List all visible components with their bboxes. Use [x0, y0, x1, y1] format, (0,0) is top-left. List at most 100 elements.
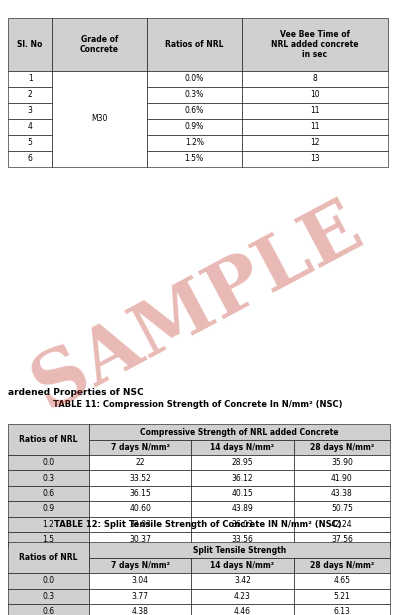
- Bar: [8, 532, 89, 547]
- Text: TABLE 12: Split Tensile Strength of Concrete IN N/mm² (NSC): TABLE 12: Split Tensile Strength of Conc…: [54, 520, 342, 529]
- Bar: [8, 573, 89, 589]
- Text: 1: 1: [28, 74, 32, 83]
- Bar: [8, 151, 52, 167]
- Bar: [191, 486, 294, 501]
- Text: 30.37: 30.37: [129, 535, 151, 544]
- Bar: [294, 604, 390, 615]
- Text: Compressive Strength of NRL added Concrete: Compressive Strength of NRL added Concre…: [140, 427, 339, 437]
- Bar: [147, 119, 242, 135]
- Bar: [8, 470, 89, 486]
- Bar: [89, 501, 191, 517]
- Text: 11: 11: [310, 106, 320, 115]
- Text: 4.23: 4.23: [234, 592, 251, 601]
- Bar: [8, 424, 89, 455]
- Bar: [89, 532, 191, 547]
- Bar: [147, 87, 242, 103]
- Text: 4.46: 4.46: [234, 607, 251, 615]
- Bar: [242, 135, 388, 151]
- Text: 0.9: 0.9: [42, 504, 55, 514]
- Text: 13: 13: [310, 154, 320, 163]
- Bar: [242, 71, 388, 87]
- Text: 43.89: 43.89: [232, 504, 253, 514]
- Bar: [147, 18, 242, 71]
- Bar: [294, 558, 390, 573]
- Text: 33.03: 33.03: [129, 520, 151, 529]
- Text: 28 days N/mm²: 28 days N/mm²: [310, 561, 374, 570]
- Bar: [191, 604, 294, 615]
- Text: 2: 2: [28, 90, 32, 99]
- Bar: [191, 517, 294, 532]
- Bar: [294, 517, 390, 532]
- Text: 12: 12: [310, 138, 320, 147]
- Bar: [52, 71, 147, 167]
- Bar: [191, 501, 294, 517]
- Text: Ratios of NRL: Ratios of NRL: [165, 40, 223, 49]
- Bar: [89, 440, 191, 455]
- Bar: [8, 486, 89, 501]
- Text: SAMPLE: SAMPLE: [21, 191, 375, 424]
- Text: 3: 3: [28, 106, 32, 115]
- Text: 3.42: 3.42: [234, 576, 251, 585]
- Text: 7 days N/mm²: 7 days N/mm²: [110, 443, 169, 452]
- Bar: [8, 103, 52, 119]
- Bar: [191, 532, 294, 547]
- Text: 0.6%: 0.6%: [185, 106, 204, 115]
- Text: 0.0%: 0.0%: [185, 74, 204, 83]
- Text: 3.77: 3.77: [131, 592, 148, 601]
- Bar: [8, 18, 52, 71]
- Bar: [147, 71, 242, 87]
- Bar: [8, 589, 89, 604]
- Bar: [8, 604, 89, 615]
- Bar: [8, 135, 52, 151]
- Text: 6.13: 6.13: [333, 607, 350, 615]
- Bar: [89, 486, 191, 501]
- Bar: [191, 589, 294, 604]
- Text: 1.5: 1.5: [42, 535, 55, 544]
- Text: 0.3%: 0.3%: [185, 90, 204, 99]
- Text: ardened Properties of NSC: ardened Properties of NSC: [8, 387, 143, 397]
- Text: 22: 22: [135, 458, 145, 467]
- Text: 28.95: 28.95: [232, 458, 253, 467]
- Bar: [89, 470, 191, 486]
- Bar: [147, 151, 242, 167]
- Text: 4: 4: [28, 122, 32, 131]
- Text: 33.52: 33.52: [129, 474, 151, 483]
- Text: 5.21: 5.21: [333, 592, 350, 601]
- Bar: [191, 455, 294, 470]
- Text: 36.03: 36.03: [232, 520, 253, 529]
- Bar: [89, 604, 191, 615]
- Text: 14 days N/mm²: 14 days N/mm²: [210, 561, 274, 570]
- Bar: [242, 119, 388, 135]
- Bar: [8, 455, 89, 470]
- Bar: [294, 455, 390, 470]
- Bar: [8, 542, 89, 573]
- Text: 36.12: 36.12: [232, 474, 253, 483]
- Text: Ratios of NRL: Ratios of NRL: [19, 554, 78, 562]
- Text: 40.15: 40.15: [232, 489, 253, 498]
- Text: 43.38: 43.38: [331, 489, 353, 498]
- Bar: [147, 103, 242, 119]
- Text: 10: 10: [310, 90, 320, 99]
- Bar: [8, 119, 52, 135]
- Text: 6: 6: [28, 154, 32, 163]
- Bar: [89, 573, 191, 589]
- Text: 33.56: 33.56: [232, 535, 253, 544]
- Bar: [8, 71, 52, 87]
- Text: 4.38: 4.38: [132, 607, 148, 615]
- Text: 0.3: 0.3: [42, 592, 55, 601]
- Text: 1.2%: 1.2%: [185, 138, 204, 147]
- Bar: [242, 103, 388, 119]
- Text: 37.56: 37.56: [331, 535, 353, 544]
- Text: 0.6: 0.6: [42, 489, 55, 498]
- Bar: [8, 501, 89, 517]
- Bar: [8, 517, 89, 532]
- Text: 11: 11: [310, 122, 320, 131]
- Text: 0.0: 0.0: [42, 576, 55, 585]
- Text: 14 days N/mm²: 14 days N/mm²: [210, 443, 274, 452]
- Text: 7 days N/mm²: 7 days N/mm²: [110, 561, 169, 570]
- Text: TABLE 11: Compression Strength of Concrete In N/mm² (NSC): TABLE 11: Compression Strength of Concre…: [53, 400, 343, 409]
- Bar: [89, 542, 390, 558]
- Text: 28 days N/mm²: 28 days N/mm²: [310, 443, 374, 452]
- Text: 0.6: 0.6: [42, 607, 55, 615]
- Bar: [294, 501, 390, 517]
